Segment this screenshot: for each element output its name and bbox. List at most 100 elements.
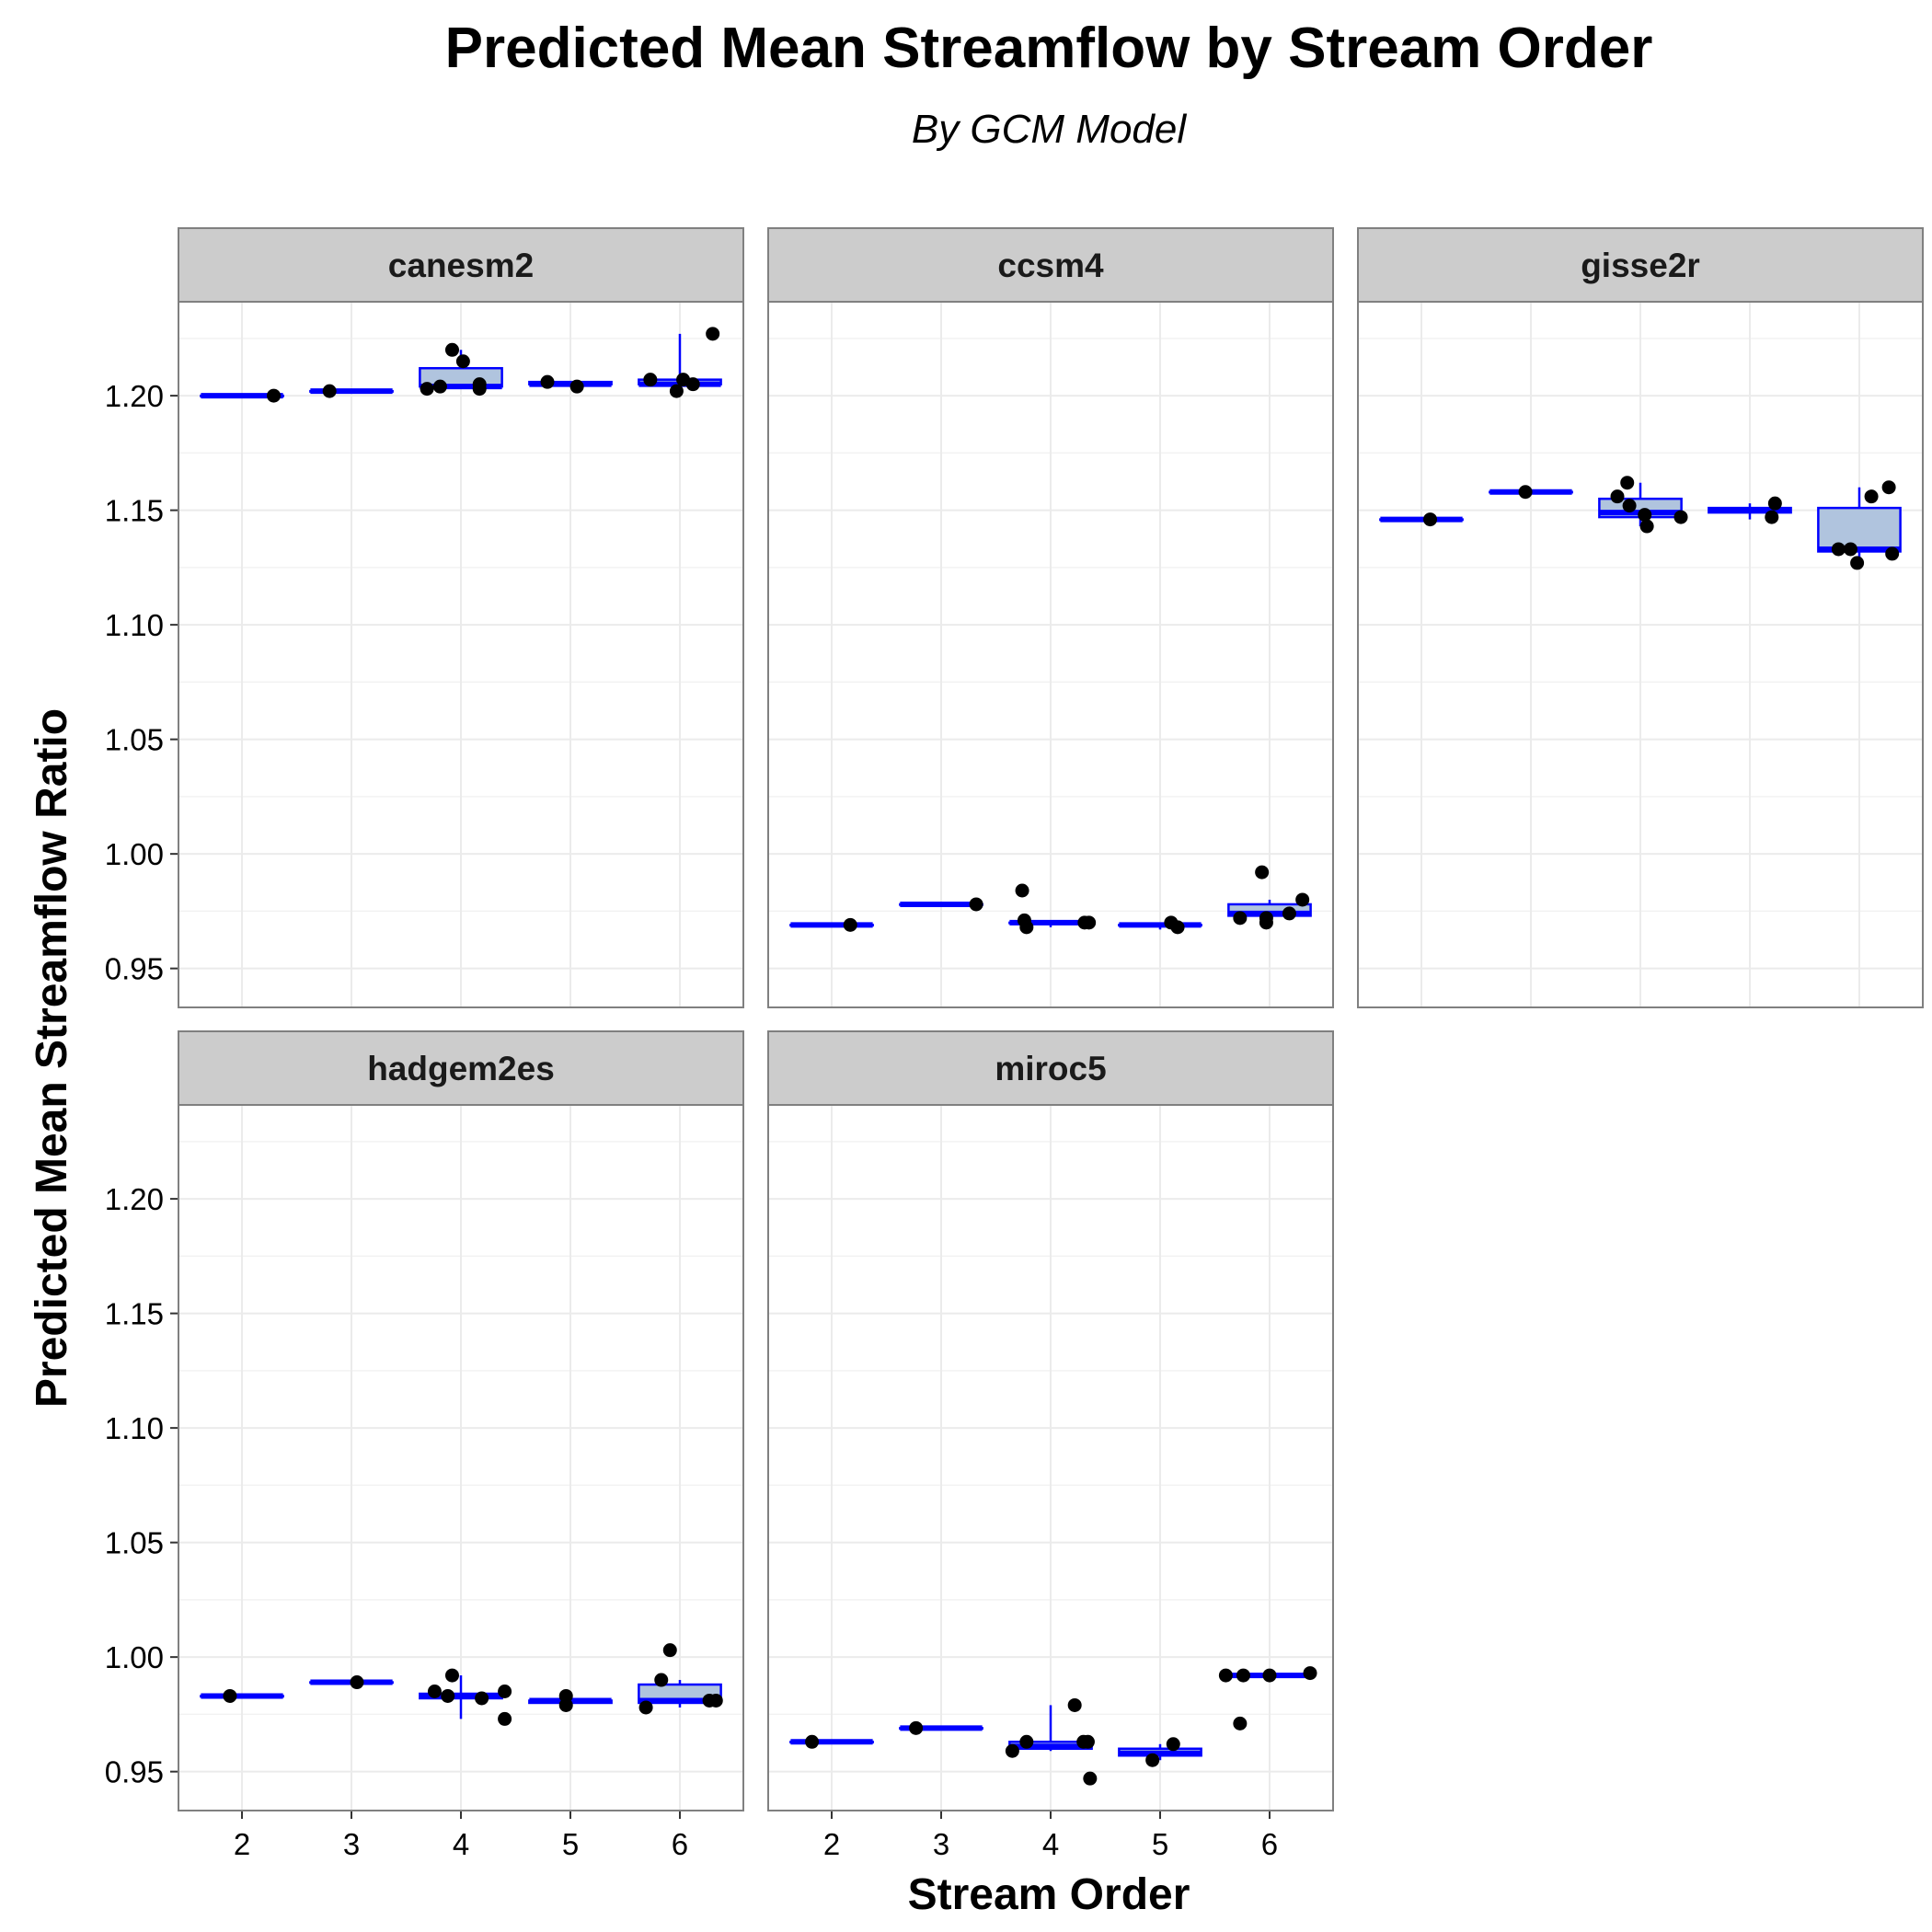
data-point <box>444 342 459 357</box>
panel-border <box>767 1104 1334 1811</box>
data-point <box>1423 512 1438 527</box>
chart-title: Predicted Mean Streamflow by Stream Orde… <box>445 17 1653 80</box>
data-point <box>1765 510 1779 524</box>
data-point <box>1303 1666 1317 1681</box>
chart-subtitle: By GCM Model <box>912 107 1188 152</box>
data-point <box>1015 883 1029 898</box>
box-miroc5-order-5 <box>1118 1743 1202 1761</box>
data-point <box>1864 489 1879 504</box>
box-gisse2r-order-2 <box>1379 516 1464 523</box>
y-tick-label: 1.05 <box>105 723 164 757</box>
strip-label-gisse2r: gisse2r <box>1581 247 1700 284</box>
panel-ccsm4: ccsm4 <box>767 227 1334 1008</box>
data-point <box>1218 1668 1233 1683</box>
data-point <box>1767 496 1782 511</box>
box-ccsm4-order-5 <box>1118 922 1202 930</box>
data-point <box>444 1668 459 1683</box>
x-tick-label: 4 <box>1042 1827 1059 1861</box>
data-point <box>1518 485 1533 500</box>
data-point <box>1638 508 1652 523</box>
strip-miroc5 <box>767 1030 1334 1106</box>
x-tick-label: 6 <box>1261 1827 1278 1861</box>
data-point <box>1005 1743 1019 1758</box>
y-tick-label: 1.20 <box>105 379 164 413</box>
data-point <box>843 917 857 932</box>
strip-label-ccsm4: ccsm4 <box>997 247 1104 284</box>
data-point <box>350 1675 364 1690</box>
x-tick-label: 5 <box>562 1827 579 1861</box>
panel-border <box>767 301 1334 1008</box>
data-point <box>706 327 720 341</box>
data-point <box>1019 920 1034 935</box>
y-tick-label: 1.10 <box>105 608 164 642</box>
data-point <box>267 388 282 403</box>
data-point <box>685 377 700 392</box>
data-point <box>540 374 555 389</box>
data-point <box>1885 546 1900 561</box>
panel-canesm2: canesm2 0.95 1.00 1.05 1.10 1.15 1.20 <box>105 227 744 1008</box>
data-point <box>1282 906 1296 921</box>
y-tick-label: 1.10 <box>105 1411 164 1445</box>
x-tick-label: 6 <box>672 1827 688 1861</box>
data-point <box>498 1685 512 1699</box>
data-point <box>455 354 470 369</box>
x-tick-label: 2 <box>823 1827 840 1861</box>
data-point <box>1170 920 1185 935</box>
data-point <box>805 1734 820 1749</box>
data-point <box>1610 489 1625 504</box>
data-point <box>1262 1668 1277 1683</box>
panel-gisse2r: gisse2r <box>1357 227 1924 1008</box>
panel-hadgem2es: hadgem2es 0.95 1.00 1.05 1.10 1.15 1.20 2 3 4 5 6 <box>105 1030 744 1861</box>
data-point <box>1843 542 1857 557</box>
data-point <box>1881 480 1896 495</box>
panel-miroc5: miroc5 2 3 4 5 6 <box>767 1030 1334 1861</box>
strip-label-canesm2: canesm2 <box>388 247 534 284</box>
data-point <box>569 379 584 394</box>
data-point <box>1083 1771 1098 1786</box>
y-tick-label: 0.95 <box>105 952 164 986</box>
y-tick-label: 0.95 <box>105 1755 164 1789</box>
data-point <box>1233 1716 1248 1731</box>
y-axis-title: Predicted Mean Streamflow Ratio <box>28 708 76 1408</box>
data-point <box>472 382 487 397</box>
data-point <box>1622 499 1637 513</box>
data-point <box>1233 911 1248 926</box>
data-point <box>969 897 983 912</box>
data-point <box>1236 1668 1250 1683</box>
y-tick-label: 1.15 <box>105 1297 164 1331</box>
y-tick-label: 1.00 <box>105 837 164 871</box>
data-point <box>558 1697 573 1712</box>
data-point <box>1019 1734 1034 1749</box>
data-point <box>708 1693 723 1708</box>
data-point <box>1166 1737 1180 1752</box>
panel-border <box>178 301 744 1008</box>
data-point <box>1295 892 1310 907</box>
data-point <box>420 382 434 397</box>
data-point <box>1080 1734 1095 1749</box>
facet-panels: canesm2 0.95 1.00 1.05 1.10 1.15 1.20 ccsm4 giss… <box>105 227 1924 1861</box>
data-point <box>1639 519 1654 534</box>
panel-border <box>178 1104 744 1811</box>
data-point <box>441 1688 455 1703</box>
box-ccsm4-order-2 <box>789 922 874 928</box>
data-point <box>1145 1753 1160 1767</box>
box-gisse2r-order-5 <box>1708 503 1792 520</box>
x-tick-label: 3 <box>343 1827 360 1861</box>
data-point <box>1620 476 1635 490</box>
data-point <box>654 1673 669 1687</box>
y-tick-label: 1.20 <box>105 1182 164 1216</box>
data-point <box>669 384 684 398</box>
y-tick-label: 1.00 <box>105 1640 164 1674</box>
data-point <box>475 1691 489 1706</box>
x-tick-label: 4 <box>453 1827 469 1861</box>
strip-hadgem2es <box>178 1030 744 1106</box>
x-tick-label: 3 <box>933 1827 949 1861</box>
box-iqr <box>1817 506 1902 553</box>
x-axis-title: Stream Order <box>908 1870 1190 1919</box>
data-point <box>643 373 658 387</box>
data-point <box>909 1720 924 1735</box>
data-point <box>427 1685 442 1699</box>
data-point <box>1255 865 1270 880</box>
